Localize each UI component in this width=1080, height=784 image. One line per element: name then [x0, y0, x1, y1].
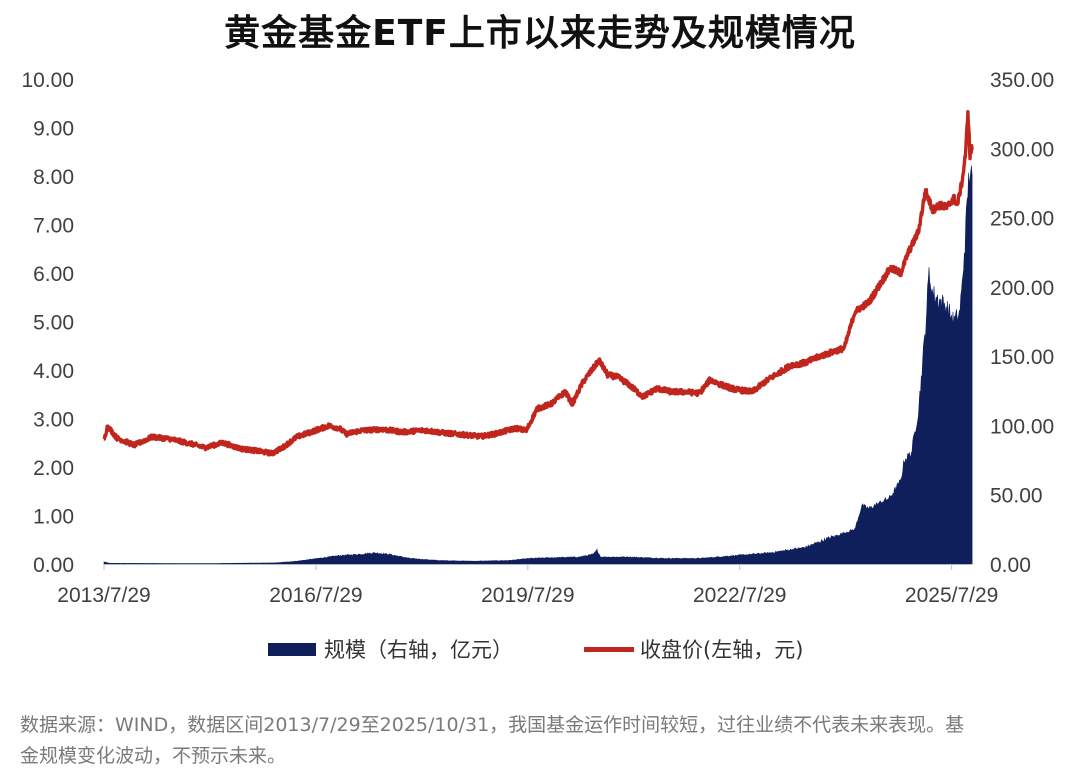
- x-tick-label: 2022/7/29: [693, 584, 786, 607]
- y-right-tick-label: 150.00: [990, 346, 1054, 369]
- source-note: 数据来源：WIND，数据区间2013/7/29至2025/10/31，我国基金运…: [20, 714, 965, 767]
- y-right-tick-label: 300.00: [990, 138, 1054, 161]
- y-right-tick-label: 350.00: [990, 69, 1054, 92]
- axis-ticks: 2013/7/29 2016/7/29 2019/7/29 2022/7/29 2025…: [21, 69, 1054, 607]
- y-left-tick-label: 8.00: [33, 166, 74, 189]
- y-left-tick-label: 6.00: [33, 263, 74, 286]
- legend: 规模（右轴，亿元） 收盘价(左轴，元): [0, 634, 1080, 664]
- x-tick-label: 2016/7/29: [269, 584, 362, 607]
- y-right-tick-label: 50.00: [990, 485, 1043, 508]
- legend-scale-label: 规模（右轴，亿元）: [324, 638, 513, 662]
- y-left-tick-label: 7.00: [33, 215, 74, 238]
- legend-item-price: 收盘价(左轴，元): [584, 634, 803, 664]
- y-left-tick-label: 2.00: [33, 457, 74, 480]
- chart-title: 黄金基金ETF上市以来走势及规模情况: [224, 13, 856, 54]
- y-left-tick-label: 10.00: [21, 69, 74, 92]
- legend-item-scale: 规模（右轴，亿元）: [268, 634, 513, 664]
- y-right-tick-label: 250.00: [990, 208, 1054, 231]
- y-left-tick-label: 4.00: [33, 360, 74, 383]
- x-tick-label: 2025/7/29: [905, 584, 998, 607]
- y-left-tick-label: 9.00: [33, 118, 74, 141]
- scale-swatch-icon: [268, 642, 316, 656]
- y-right-tick-label: 100.00: [990, 415, 1054, 438]
- y-left-tick-label: 5.00: [33, 312, 74, 335]
- x-tick-label: 2019/7/29: [481, 584, 574, 607]
- scale-series: [103, 165, 973, 565]
- y-left-tick-label: 3.00: [33, 409, 74, 432]
- legend-price-label: 收盘价(左轴，元): [640, 638, 804, 662]
- y-left-tick-label: 1.00: [33, 506, 74, 529]
- y-left-tick-label: 0.00: [33, 554, 74, 577]
- y-right-tick-label: 0.00: [990, 554, 1031, 577]
- price-series: [102, 110, 974, 457]
- x-tick-label: 2013/7/29: [57, 584, 150, 607]
- price-line: [102, 110, 974, 457]
- price-swatch-icon: [584, 646, 634, 652]
- scale-area: [103, 165, 973, 565]
- y-right-tick-label: 200.00: [990, 277, 1054, 300]
